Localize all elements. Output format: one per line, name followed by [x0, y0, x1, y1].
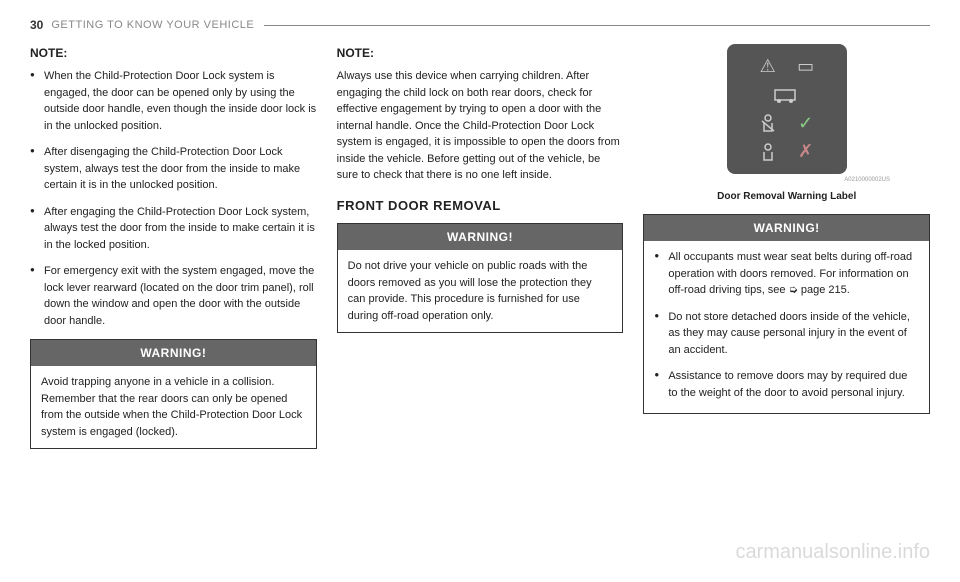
- bullet-item: For emergency exit with the system engag…: [30, 263, 317, 329]
- figure-caption: Door Removal Warning Label: [643, 189, 930, 204]
- header-rule: [264, 25, 930, 26]
- warning-box: WARNING! Do not drive your vehicle on pu…: [337, 223, 624, 333]
- book-icon: ▭: [791, 54, 821, 78]
- vehicle-icon: [772, 83, 802, 107]
- bullet-item: Assistance to remove doors may by requir…: [654, 368, 919, 401]
- label-icon-row: ✗: [753, 140, 821, 164]
- bullet-item: Do not store detached doors inside of th…: [654, 309, 919, 359]
- page-number: 30: [30, 18, 43, 32]
- person-icon: [753, 140, 783, 164]
- bullet-item: After disengaging the Child-Protection D…: [30, 144, 317, 194]
- page-header: 30 GETTING TO KNOW YOUR VEHICLE: [30, 18, 930, 32]
- warning-body: Do not drive your vehicle on public road…: [338, 250, 623, 332]
- label-icon-row: [772, 83, 802, 107]
- warning-triangle-icon: ⚠: [753, 54, 783, 78]
- warning-header: WARNING!: [644, 215, 929, 241]
- column-2: NOTE: Always use this device when carryi…: [337, 44, 624, 449]
- note-label: NOTE:: [30, 44, 317, 62]
- seatbelt-icon: [753, 111, 783, 135]
- warning-header: WARNING!: [338, 224, 623, 250]
- warning-box: WARNING! All occupants must wear seat be…: [643, 214, 930, 414]
- watermark: carmanualsonline.info: [735, 541, 930, 564]
- warning-bullet-list: All occupants must wear seat belts durin…: [654, 249, 919, 401]
- warning-header: WARNING!: [31, 340, 316, 366]
- bullet-item: When the Child-Protection Door Lock syst…: [30, 68, 317, 134]
- warning-body: Avoid trapping anyone in a vehicle in a …: [31, 366, 316, 448]
- warning-box: WARNING! Avoid trapping anyone in a vehi…: [30, 339, 317, 449]
- label-icon-row: ✓: [753, 111, 821, 135]
- content-columns: NOTE: When the Child-Protection Door Loc…: [30, 44, 930, 449]
- note-paragraph: Always use this device when carrying chi…: [337, 68, 624, 184]
- door-removal-label-image: ⚠ ▭ ✓: [727, 44, 847, 174]
- check-icon: ✓: [791, 111, 821, 135]
- label-icon-row: ⚠ ▭: [753, 54, 821, 78]
- bullet-item: All occupants must wear seat belts durin…: [654, 249, 919, 299]
- warning-label-figure: ⚠ ▭ ✓: [643, 44, 930, 204]
- x-icon: ✗: [791, 140, 821, 164]
- figure-code: A0210000002US: [643, 176, 930, 185]
- column-1: NOTE: When the Child-Protection Door Loc…: [30, 44, 317, 449]
- chapter-title: GETTING TO KNOW YOUR VEHICLE: [51, 19, 254, 31]
- note-bullet-list: When the Child-Protection Door Lock syst…: [30, 68, 317, 329]
- column-3: ⚠ ▭ ✓: [643, 44, 930, 449]
- warning-body: All occupants must wear seat belts durin…: [644, 241, 929, 413]
- note-label: NOTE:: [337, 44, 624, 62]
- bullet-item: After engaging the Child-Protection Door…: [30, 204, 317, 254]
- section-title: FRONT DOOR REMOVAL: [337, 196, 624, 216]
